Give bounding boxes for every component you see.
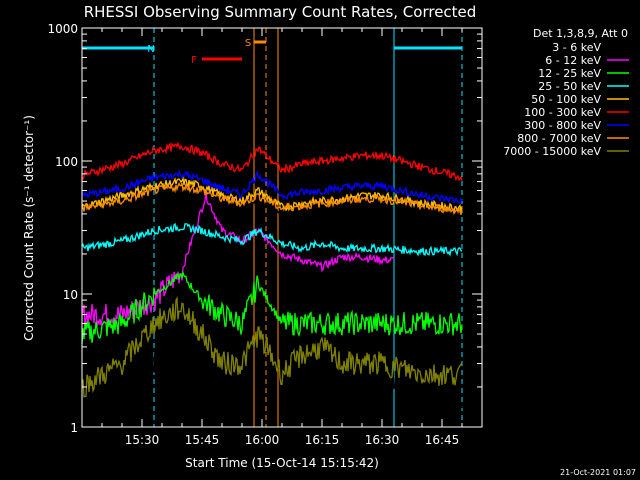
series-line-2 [81,270,463,344]
legend-title: Det 1,3,8,9, Att 0 [533,27,628,40]
series-line-7 [81,182,463,216]
series-line-8 [81,295,463,398]
y-tick-label: 10 [63,288,78,302]
x-tick-label: 16:15 [305,433,340,447]
y-tick-label: 1 [70,421,78,435]
legend-entry-label: 800 - 7000 keV [517,132,601,145]
series-lines [81,141,463,428]
x-tick-label: 16:00 [245,433,280,447]
flag-f-label: F [191,55,197,66]
chart-title: RHESSI Observing Summary Count Rates, Co… [84,3,477,21]
x-axis-label: Start Time (15-Oct-14 15:15:42) [185,456,379,470]
footer-date: 21-Oct-2021 01:07 [560,468,636,477]
legend-entry-label: 7000 - 15000 keV [503,145,601,158]
x-tick-label: 16:30 [365,433,400,447]
plot-frame [81,27,483,428]
x-tick-label: 15:45 [185,433,220,447]
series-line-3 [81,222,463,258]
legend-entry-label: 100 - 300 keV [524,106,601,119]
flag-n-label: N [147,44,154,55]
attenuator-flags: N F S [82,38,462,66]
y-tick-label: 100 [55,155,78,169]
legend-entry-label: 12 - 25 keV [538,67,601,80]
flag-s-label: S [245,38,251,49]
legend-entry-label: 300 - 800 keV [524,119,601,132]
legend-entry-label: 6 - 12 keV [545,54,601,67]
x-tick-label: 16:45 [425,433,460,447]
x-tick-label: 15:30 [125,433,160,447]
y-tick-label: 1000 [47,22,78,36]
x-axis-ticks: 15:30 15:45 16:00 16:15 16:30 16:45 [81,28,483,447]
series-line-6 [81,168,463,205]
y-axis-ticks: 1 10 100 1000 [47,22,482,435]
series-line-5 [81,141,463,182]
legend-entry-label: 50 - 100 keV [531,93,601,106]
y-axis-label: Corrected Count Rate (s⁻¹ detector⁻¹) [22,115,36,341]
legend-entry-label: 3 - 6 keV [552,41,601,54]
series-line-1 [81,191,395,327]
legend-entry-label: 25 - 50 keV [538,80,601,93]
